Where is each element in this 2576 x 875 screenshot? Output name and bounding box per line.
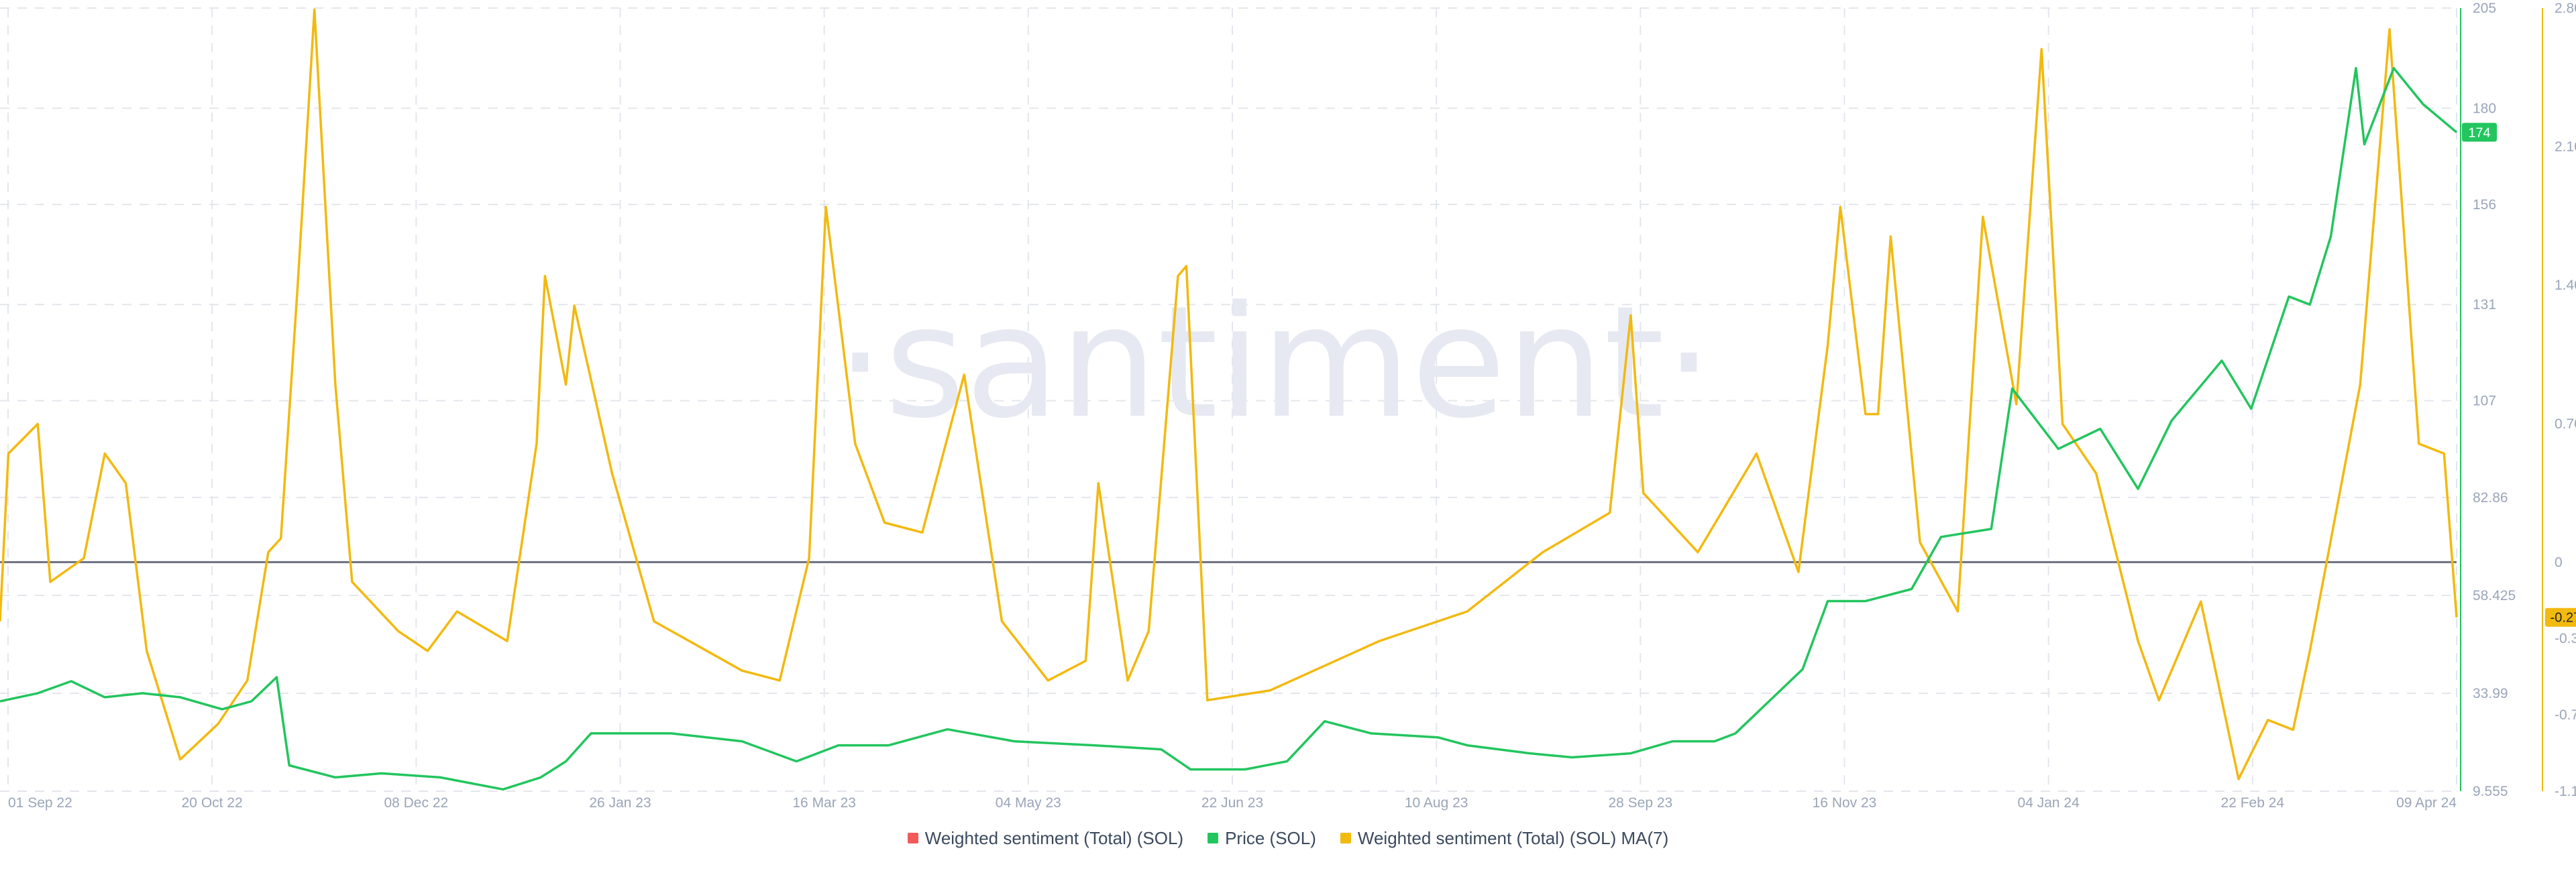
price-tick-label: 107 xyxy=(2473,394,2496,409)
chart-legend: Weighted sentiment (Total) (SOL) Price (… xyxy=(0,823,2576,853)
price-tick-label: 156 xyxy=(2473,197,2496,213)
legend-swatch-weighted-sentiment xyxy=(907,833,918,843)
legend-label-weighted-sentiment: Weighted sentiment (Total) (SOL) xyxy=(924,827,1184,848)
price-tick-label: 180 xyxy=(2473,101,2496,116)
price-tick-label: 9.555 xyxy=(2473,784,2508,799)
price-current-value: 174 xyxy=(2468,125,2490,140)
sentiment-tick-label: 0.702 xyxy=(2555,416,2576,432)
x-tick-label: 10 Aug 23 xyxy=(1405,795,1468,811)
sentiment-tick-label: 1.404 xyxy=(2555,278,2576,293)
price-tick-label: 205 xyxy=(2473,1,2496,16)
sentiment-tick-label: 2.106 xyxy=(2555,139,2576,155)
sentiment-tick-label: -1.161 xyxy=(2555,784,2576,799)
price-tick-label: 58.425 xyxy=(2473,588,2516,603)
x-tick-label: 22 Jun 23 xyxy=(1201,795,1263,811)
legend-label-price: Price (SOL) xyxy=(1225,827,1316,848)
sentiment-current-value: -0.272 xyxy=(2551,611,2576,626)
sentiment-tick-label: -0.387 xyxy=(2555,631,2576,646)
x-tick-label: 20 Oct 22 xyxy=(182,795,243,811)
legend-item-price[interactable]: Price (SOL) xyxy=(1208,828,1316,849)
x-tick-label: 22 Feb 24 xyxy=(2221,795,2285,811)
x-tick-label: 01 Sep 22 xyxy=(8,795,72,811)
price-tick-label: 131 xyxy=(2473,297,2496,312)
series-line-price xyxy=(0,66,2458,791)
x-tick-label: 09 Apr 24 xyxy=(2396,795,2457,811)
sentiment-tick-label: 0 xyxy=(2555,555,2563,570)
legend-item-sentiment-ma[interactable]: Weighted sentiment (Total) (SOL) MA(7) xyxy=(1340,828,1668,849)
grid-layer xyxy=(0,7,2457,792)
sentiment-current-badge: -0.272 xyxy=(2545,607,2576,627)
sentiment-current-badge-bg xyxy=(2545,607,2576,627)
series-layer xyxy=(0,8,2458,791)
legend-swatch-price xyxy=(1208,833,1219,843)
x-axis: 01 Sep 22 20 Oct 22 08 Dec 22 26 Jan 23 16 M… xyxy=(8,795,2457,811)
sentiment-tick-label: 2.808 xyxy=(2555,1,2576,16)
price-current-badge: 174 xyxy=(2462,123,2497,142)
series-line-sentiment-ma xyxy=(0,8,2458,780)
x-tick-label: 16 Nov 23 xyxy=(1813,795,1877,811)
santiment-watermark: ·santiment· xyxy=(836,274,1713,453)
price-tick-label: 33.99 xyxy=(2473,686,2508,701)
x-tick-label: 28 Sep 23 xyxy=(1608,795,1672,811)
legend-label-sentiment-ma: Weighted sentiment (Total) (SOL) MA(7) xyxy=(1357,827,1669,848)
x-tick-label: 16 Mar 23 xyxy=(792,795,856,811)
x-tick-label: 04 Jan 24 xyxy=(2018,795,2080,811)
x-tick-label: 26 Jan 23 xyxy=(589,795,651,811)
legend-swatch-sentiment-ma xyxy=(1340,833,1351,843)
price-current-badge-bg xyxy=(2462,123,2497,142)
legend-item-weighted-sentiment[interactable]: Weighted sentiment (Total) (SOL) xyxy=(907,827,1184,849)
x-tick-label: 08 Dec 22 xyxy=(384,795,448,811)
axis-layer: 205 180 156 131 107 82.86 58.425 33.99 9.555 2.80… xyxy=(2460,1,2576,799)
price-tick-label: 82.86 xyxy=(2473,490,2508,506)
x-tick-label: 04 May 23 xyxy=(996,795,1061,811)
sentiment-tick-label: -0.774 xyxy=(2555,707,2576,723)
